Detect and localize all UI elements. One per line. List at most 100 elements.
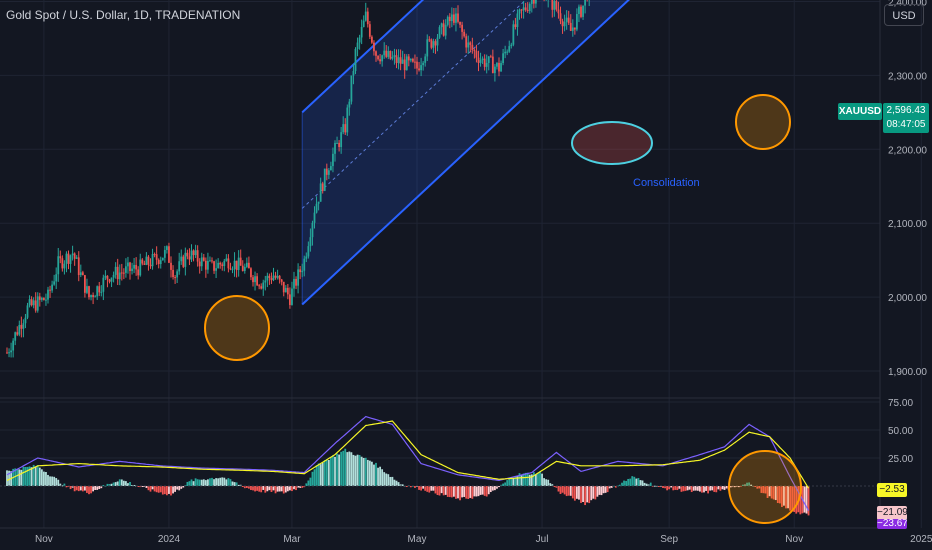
histogram-bar bbox=[672, 486, 675, 491]
histogram-bar bbox=[510, 478, 513, 486]
histogram-bar bbox=[327, 459, 330, 486]
candle bbox=[118, 264, 121, 286]
histogram-bar bbox=[260, 486, 263, 493]
histogram-bar bbox=[565, 486, 568, 497]
histogram-bar bbox=[188, 481, 191, 486]
histogram-bar bbox=[793, 486, 796, 513]
candle bbox=[340, 126, 343, 154]
histogram-bar bbox=[789, 486, 791, 511]
histogram-bar bbox=[598, 486, 601, 495]
histogram-bar bbox=[114, 482, 117, 486]
histogram-bar bbox=[270, 486, 273, 492]
candle bbox=[547, 0, 549, 8]
candle bbox=[330, 161, 332, 171]
candle bbox=[371, 35, 373, 44]
histogram-bar bbox=[43, 471, 45, 486]
histogram-bar bbox=[450, 486, 453, 498]
histogram-bar bbox=[248, 486, 250, 489]
channel-upper-line[interactable] bbox=[301, 0, 825, 114]
histogram-bar bbox=[625, 480, 627, 486]
histogram-bar bbox=[153, 486, 156, 492]
candle bbox=[479, 52, 482, 67]
candle bbox=[207, 252, 209, 274]
histogram-bar bbox=[682, 486, 685, 492]
candle bbox=[430, 38, 433, 50]
histogram-bar bbox=[432, 486, 435, 491]
price-tick-label: 2,100.00 bbox=[888, 219, 927, 230]
histogram-bar bbox=[762, 486, 765, 494]
histogram-bar bbox=[418, 486, 420, 490]
histogram-bar bbox=[231, 481, 234, 486]
histogram-bar bbox=[348, 451, 351, 486]
candle bbox=[172, 265, 174, 280]
candle bbox=[92, 292, 94, 305]
candle bbox=[73, 252, 76, 266]
candle bbox=[248, 256, 250, 269]
histogram-bar bbox=[409, 486, 412, 488]
histogram-bar bbox=[309, 477, 312, 486]
histogram-bar bbox=[94, 486, 97, 490]
histogram-bar bbox=[364, 457, 367, 486]
candle bbox=[473, 48, 476, 59]
histogram-bar bbox=[301, 486, 304, 488]
candle bbox=[104, 270, 107, 281]
histogram-bar bbox=[32, 464, 35, 486]
candle bbox=[55, 267, 58, 290]
candle bbox=[209, 256, 211, 262]
candle bbox=[79, 264, 82, 278]
bar-countdown: 08:47:05 bbox=[886, 119, 926, 130]
histogram-bar bbox=[721, 486, 724, 490]
histogram-bar bbox=[319, 464, 322, 486]
histogram-bar bbox=[332, 455, 334, 486]
histogram-bar bbox=[280, 486, 283, 492]
histogram-bar bbox=[291, 486, 293, 492]
histogram-bar bbox=[229, 479, 232, 486]
candle bbox=[496, 62, 498, 70]
histogram-bar bbox=[471, 486, 474, 499]
histogram-bar bbox=[578, 486, 580, 500]
candle bbox=[401, 50, 404, 64]
histogram-bar bbox=[649, 482, 652, 486]
histogram-bar bbox=[233, 482, 236, 486]
histogram-bar bbox=[389, 476, 392, 486]
histogram-bar bbox=[694, 486, 697, 491]
time-axis[interactable]: Nov 2024 Mar May Jul Sep Nov 2025 bbox=[35, 534, 932, 545]
candle bbox=[522, 1, 525, 19]
histogram-bar bbox=[368, 460, 371, 486]
candle bbox=[576, 8, 578, 32]
candle bbox=[530, 0, 533, 13]
candle bbox=[436, 34, 439, 52]
histogram-bar bbox=[321, 462, 324, 486]
candle bbox=[578, 4, 580, 23]
candle bbox=[319, 177, 322, 202]
histogram-bar bbox=[334, 456, 336, 486]
signal-value-badge: −2.53 bbox=[877, 483, 907, 497]
histogram-bar bbox=[168, 486, 170, 494]
candle bbox=[375, 50, 377, 62]
candle bbox=[561, 18, 564, 34]
histogram-bar bbox=[614, 486, 617, 488]
histogram-bar bbox=[102, 485, 105, 487]
histogram-bar bbox=[381, 469, 384, 486]
histogram-bar bbox=[764, 486, 767, 494]
histogram-bar bbox=[506, 480, 509, 486]
candle bbox=[551, 0, 554, 18]
candle bbox=[444, 19, 447, 40]
candle bbox=[155, 246, 158, 265]
histogram-bar bbox=[245, 486, 248, 488]
candle bbox=[334, 140, 336, 162]
candle bbox=[170, 256, 172, 278]
histogram-bar bbox=[262, 486, 265, 490]
currency-button[interactable]: USD bbox=[884, 4, 924, 26]
channel-lower-line[interactable] bbox=[301, 0, 825, 306]
last-price: 2,596.43 bbox=[886, 105, 926, 116]
histogram-bar bbox=[522, 473, 525, 486]
histogram-bar bbox=[776, 486, 779, 503]
candle bbox=[174, 274, 176, 284]
histogram-bar bbox=[795, 486, 798, 514]
histogram-bar bbox=[502, 483, 504, 486]
candle bbox=[512, 20, 515, 47]
candle bbox=[377, 55, 379, 61]
histogram-bar bbox=[211, 477, 213, 486]
